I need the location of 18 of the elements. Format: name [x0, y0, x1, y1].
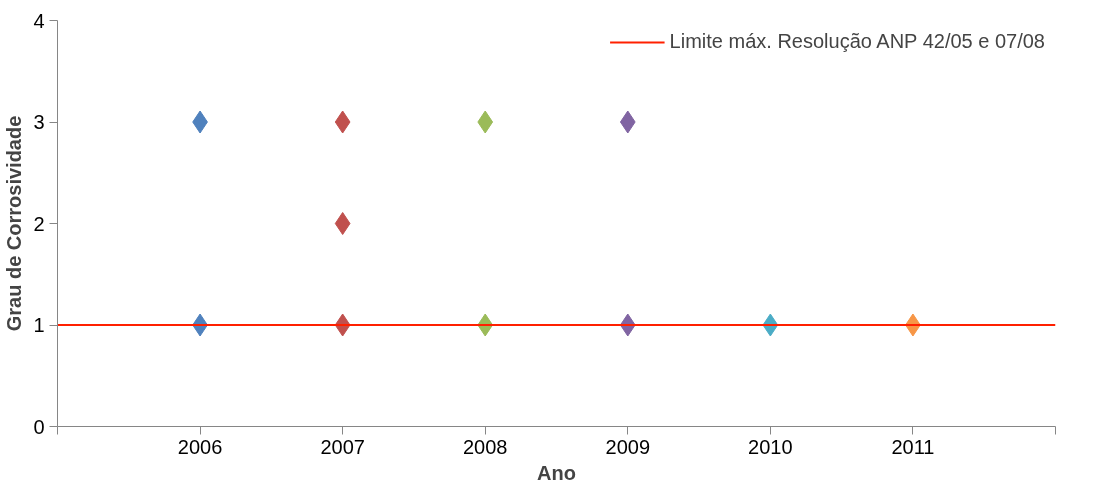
- legend-label: Limite máx. Resolução ANP 42/05 e 07/08: [669, 30, 1045, 53]
- x-tick-label: 2010: [748, 435, 793, 458]
- y-tick-label: 1: [33, 314, 45, 336]
- y-tick-label: 0: [33, 415, 45, 438]
- x-tick-label: 2006: [177, 435, 223, 458]
- x-tick-label: 2011: [891, 435, 935, 458]
- y-tick-label: 2: [33, 212, 45, 235]
- y-tick-label: 3: [33, 111, 45, 133]
- x-axis-title: Ano: [537, 461, 576, 484]
- x-tick-label: 2008: [462, 435, 508, 458]
- y-tick-label: 4: [33, 9, 45, 32]
- y-axis-title: Grau de Corrosividade: [3, 115, 26, 332]
- point: [334, 110, 351, 134]
- point: [334, 212, 351, 235]
- point: [477, 110, 494, 134]
- point: [619, 110, 636, 134]
- x-tick-label: 2007: [320, 435, 365, 458]
- x-tick-label: 2009: [605, 435, 651, 458]
